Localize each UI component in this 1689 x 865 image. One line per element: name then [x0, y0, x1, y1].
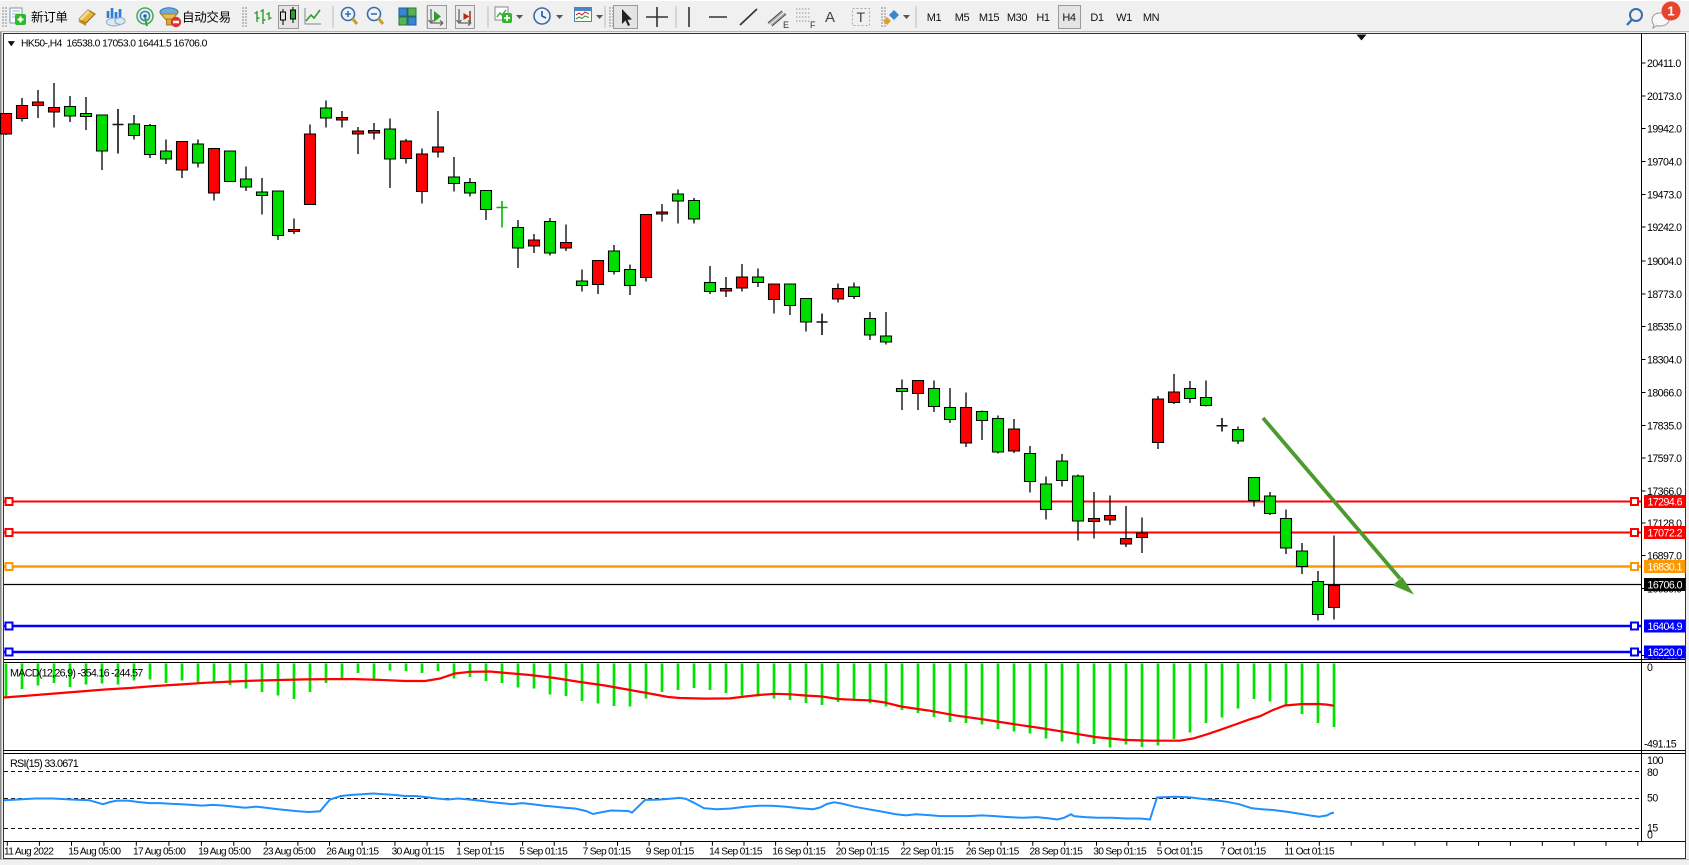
svg-text:9 Sep 01:15: 9 Sep 01:15	[646, 847, 695, 858]
svg-text:7 Sep 01:15: 7 Sep 01:15	[583, 847, 632, 858]
svg-text:16830.1: 16830.1	[1648, 562, 1683, 574]
svg-text:15 Aug 05:00: 15 Aug 05:00	[68, 847, 121, 858]
svg-text:HK50-,H4 16538.0 17053.0 1644: HK50-,H4 16538.0 17053.0 16441.5 16706.0	[21, 39, 208, 50]
svg-text:18535.0: 18535.0	[1647, 321, 1682, 333]
svg-text:MACD(12,26,9) -354.16 -244.57: MACD(12,26,9) -354.16 -244.57	[10, 668, 143, 680]
svg-text:F: F	[810, 20, 816, 30]
svg-text:A: A	[825, 9, 835, 26]
svg-text:30 Aug 01:15: 30 Aug 01:15	[392, 847, 445, 858]
svg-text:17597.0: 17597.0	[1647, 453, 1682, 465]
svg-text:0: 0	[1647, 829, 1653, 841]
svg-text:26 Sep 01:15: 26 Sep 01:15	[966, 847, 1020, 858]
svg-text:-491.15: -491.15	[1644, 739, 1677, 751]
svg-text:新订单: 新订单	[31, 10, 68, 25]
svg-text:20 Sep 01:15: 20 Sep 01:15	[836, 847, 890, 858]
svg-text:16897.0: 16897.0	[1647, 550, 1682, 562]
svg-text:11 Aug 2022: 11 Aug 2022	[4, 847, 54, 858]
svg-text:自动交易: 自动交易	[182, 10, 231, 25]
svg-text:H1: H1	[1036, 12, 1050, 24]
svg-text:H4: H4	[1062, 12, 1076, 24]
svg-text:18773.0: 18773.0	[1647, 289, 1682, 301]
svg-text:19242.0: 19242.0	[1647, 222, 1682, 234]
svg-text:19 Aug 05:00: 19 Aug 05:00	[198, 847, 251, 858]
svg-text:17835.0: 17835.0	[1647, 420, 1682, 432]
svg-text:20173.0: 20173.0	[1647, 91, 1682, 103]
svg-text:50: 50	[1647, 792, 1658, 804]
svg-text:23 Aug 05:00: 23 Aug 05:00	[263, 847, 316, 858]
svg-text:1: 1	[1667, 4, 1674, 19]
svg-text:18304.0: 18304.0	[1647, 354, 1682, 366]
svg-text:5 Sep 01:15: 5 Sep 01:15	[519, 847, 568, 858]
svg-text:M30: M30	[1007, 12, 1027, 24]
svg-text:100: 100	[1647, 755, 1664, 767]
svg-text:19004.0: 19004.0	[1647, 256, 1682, 268]
svg-text:28 Sep 01:15: 28 Sep 01:15	[1030, 847, 1084, 858]
svg-text:80: 80	[1647, 767, 1658, 779]
svg-text:M15: M15	[979, 12, 999, 24]
svg-text:16706.0: 16706.0	[1648, 580, 1683, 592]
svg-text:W1: W1	[1116, 12, 1132, 24]
svg-text:17294.6: 17294.6	[1648, 497, 1683, 509]
svg-text:14 Sep 01:15: 14 Sep 01:15	[709, 847, 763, 858]
svg-text:T: T	[857, 9, 866, 25]
svg-text:MN: MN	[1143, 12, 1160, 24]
svg-text:18066.0: 18066.0	[1647, 387, 1682, 399]
svg-text:5 Oct 01:15: 5 Oct 01:15	[1157, 847, 1204, 858]
svg-text:M5: M5	[955, 12, 970, 24]
svg-text:19473.0: 19473.0	[1647, 189, 1682, 201]
svg-text:30 Sep 01:15: 30 Sep 01:15	[1093, 847, 1147, 858]
svg-text:15: 15	[1647, 823, 1658, 835]
svg-text:16220.0: 16220.0	[1648, 647, 1683, 659]
svg-text:17 Aug 05:00: 17 Aug 05:00	[133, 847, 186, 858]
svg-text:26 Aug 01:15: 26 Aug 01:15	[326, 847, 379, 858]
svg-text:M1: M1	[927, 12, 942, 24]
svg-text:1 Sep 01:15: 1 Sep 01:15	[456, 847, 505, 858]
svg-text:16 Sep 01:15: 16 Sep 01:15	[772, 847, 826, 858]
svg-text:19704.0: 19704.0	[1647, 156, 1682, 168]
svg-text:16404.9: 16404.9	[1648, 621, 1683, 633]
svg-text:19942.0: 19942.0	[1647, 123, 1682, 135]
svg-text:E: E	[783, 20, 789, 30]
svg-text:D1: D1	[1090, 12, 1104, 24]
svg-text:11 Oct 01:15: 11 Oct 01:15	[1284, 847, 1335, 858]
svg-text:20411.0: 20411.0	[1647, 58, 1681, 70]
svg-text:0: 0	[1647, 662, 1653, 674]
svg-text:RSI(15) 33.0671: RSI(15) 33.0671	[10, 758, 79, 770]
svg-text:17072.2: 17072.2	[1648, 528, 1683, 540]
svg-text:7 Oct 01:15: 7 Oct 01:15	[1220, 847, 1267, 858]
svg-text:17366.0: 17366.0	[1647, 486, 1682, 498]
svg-text:22 Sep 01:15: 22 Sep 01:15	[901, 847, 955, 858]
